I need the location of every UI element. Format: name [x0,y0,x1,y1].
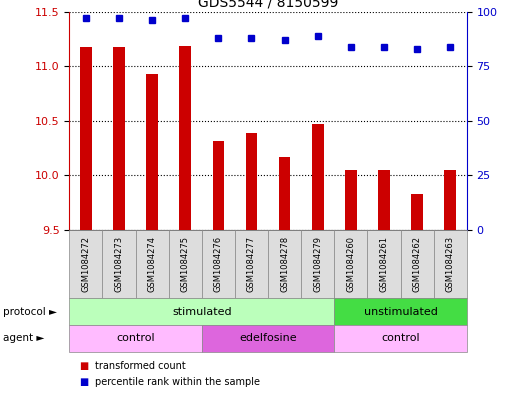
Text: GSM1084273: GSM1084273 [114,236,124,292]
Text: edelfosine: edelfosine [239,333,297,343]
Text: GSM1084274: GSM1084274 [148,236,156,292]
Text: GSM1084263: GSM1084263 [446,236,455,292]
Bar [246,132,258,230]
Text: GSM1084276: GSM1084276 [214,236,223,292]
Text: GSM1084275: GSM1084275 [181,236,190,292]
Text: GSM1084260: GSM1084260 [346,236,356,292]
Text: GSM1084279: GSM1084279 [313,236,322,292]
Text: GSM1084261: GSM1084261 [380,236,388,292]
Text: control: control [116,333,155,343]
Text: GSM1084277: GSM1084277 [247,236,256,292]
Text: control: control [381,333,420,343]
Text: ■: ■ [80,377,89,387]
Text: ■: ■ [80,361,89,371]
Text: stimulated: stimulated [172,307,231,317]
Bar [444,170,456,230]
Text: GSM1084272: GSM1084272 [82,236,90,292]
Bar [378,170,390,230]
Text: agent ►: agent ► [3,333,44,343]
Bar [113,47,125,230]
Text: protocol ►: protocol ► [3,307,56,317]
Bar [279,156,290,230]
Bar [411,194,423,230]
Text: GSM1084278: GSM1084278 [280,236,289,292]
Bar [180,46,191,230]
Text: transformed count: transformed count [95,361,186,371]
Bar [312,124,324,230]
Text: percentile rank within the sample: percentile rank within the sample [95,377,260,387]
Bar [345,170,357,230]
Bar [146,74,158,230]
Text: unstimulated: unstimulated [364,307,438,317]
Bar [212,141,224,230]
Title: GDS5544 / 8150599: GDS5544 / 8150599 [198,0,338,9]
Bar [80,47,92,230]
Text: GSM1084262: GSM1084262 [412,236,422,292]
